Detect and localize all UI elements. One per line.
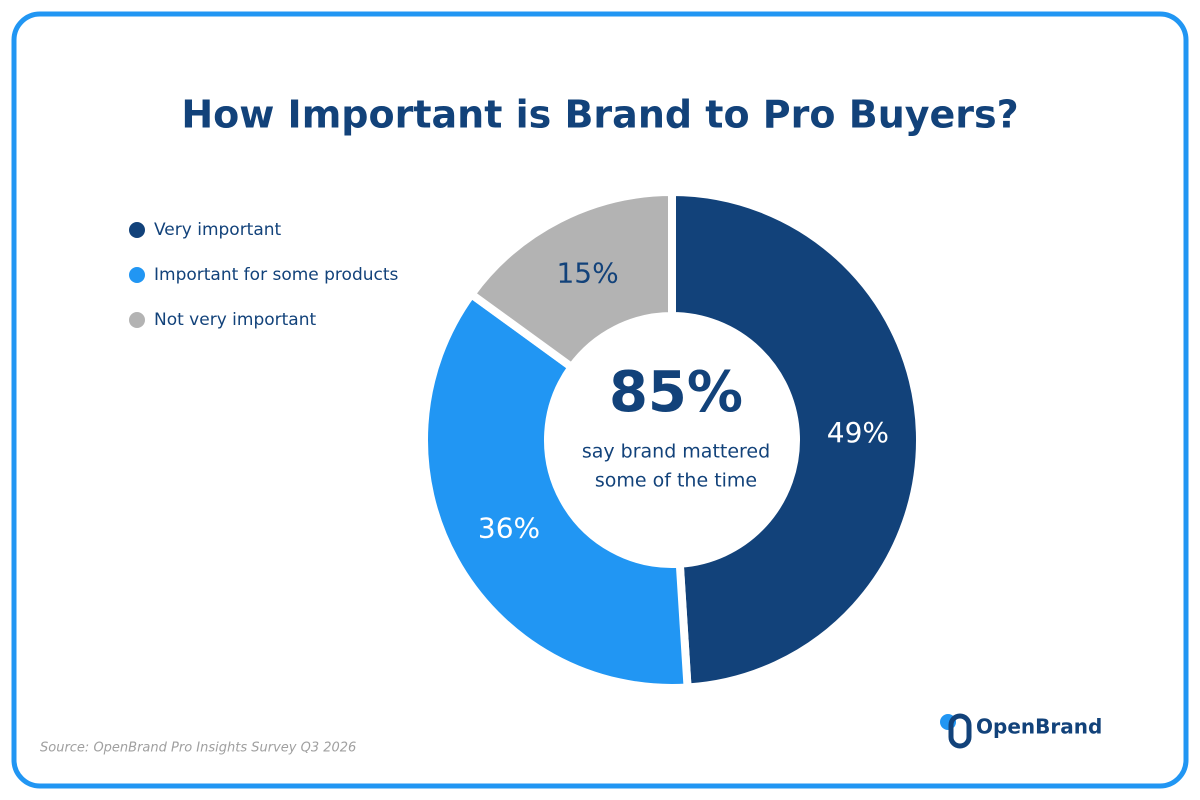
donut-slice xyxy=(465,187,676,373)
legend-swatch xyxy=(129,267,145,283)
source: Source: OpenBrand Pro Insights Survey Q3… xyxy=(40,741,356,756)
legend-label: Not very important xyxy=(154,310,316,330)
value-label: 36% xyxy=(478,512,540,545)
logo-icon xyxy=(948,713,972,749)
center-value: 85% xyxy=(609,360,743,425)
card-border xyxy=(11,11,1189,789)
logo-text: OpenBrand xyxy=(976,715,1102,739)
legend-swatch xyxy=(129,222,145,238)
logo: OpenBrand xyxy=(940,713,1102,749)
legend-label: Important for some products xyxy=(154,265,399,285)
donut-slice xyxy=(668,187,925,692)
value-label: 15% xyxy=(556,256,618,289)
center-text: say brand mattered xyxy=(582,441,770,463)
legend-label: Very important xyxy=(154,220,282,240)
donut-slice xyxy=(420,288,692,692)
value-label: 49% xyxy=(827,416,889,449)
center-text: some of the time xyxy=(595,470,757,492)
legend-swatch xyxy=(129,312,145,328)
chart-title: How Important is Brand to Pro Buyers? xyxy=(181,93,1018,137)
